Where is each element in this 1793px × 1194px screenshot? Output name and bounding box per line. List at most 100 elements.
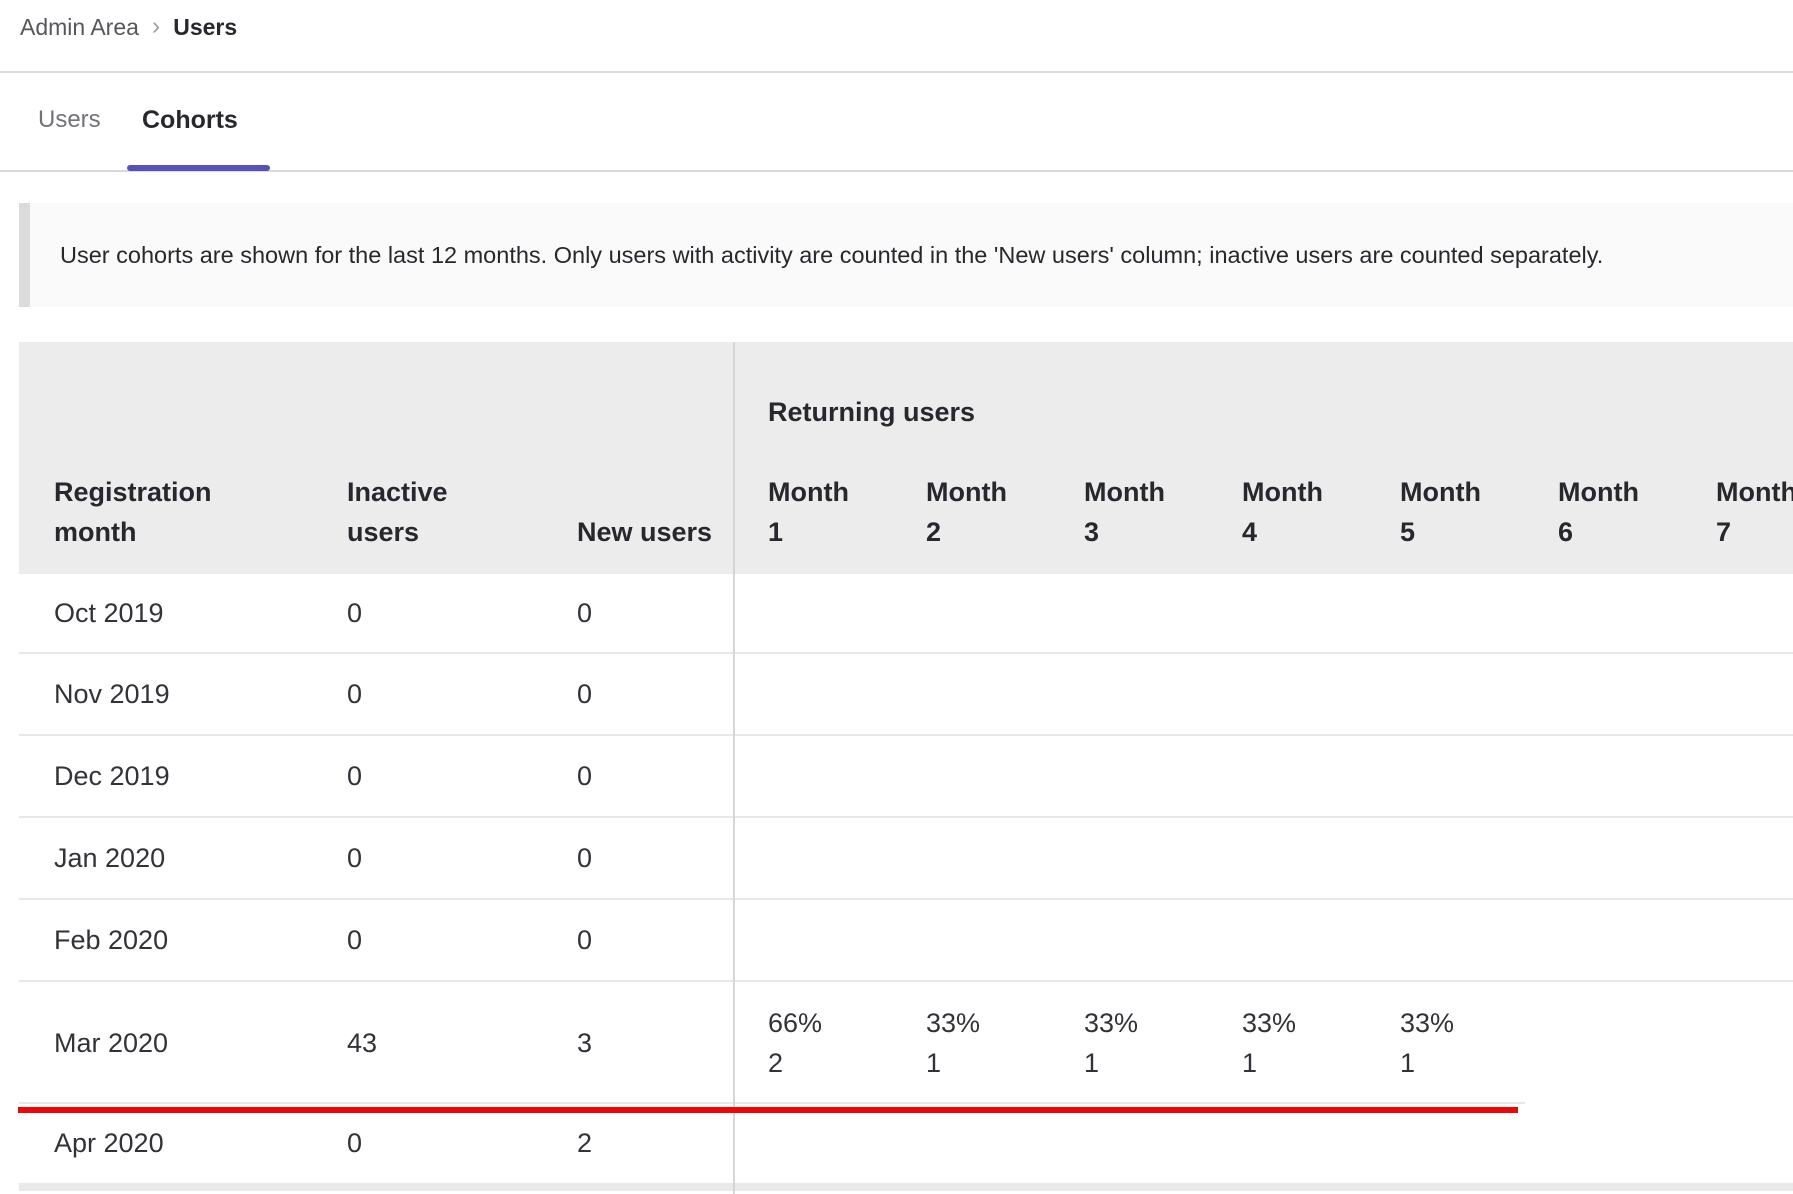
cell-registration-month: Jan 2020	[54, 842, 166, 873]
table-header: Registration month Inactive users New us…	[19, 342, 1793, 574]
cell-inactive-users: 0	[347, 1128, 363, 1158]
returning-count: 2	[768, 1048, 784, 1078]
table-row: Oct 2019 0 0	[19, 574, 1793, 654]
breadcrumb-admin-area[interactable]: Admin Area	[20, 14, 139, 40]
cell-month-2	[892, 574, 1050, 652]
cell-registration-month: Oct 2019	[54, 597, 164, 628]
column-header-month-6-label: Month 6	[1558, 477, 1639, 547]
column-header-new-users: New users	[542, 342, 734, 574]
returning-count: 1	[1242, 1048, 1258, 1078]
table-row: Nov 2019 0 0	[19, 654, 1793, 736]
returning-percentage: 33%	[1242, 1008, 1297, 1038]
cell-month-4	[1208, 818, 1366, 898]
cell-month-5	[1366, 574, 1524, 652]
returning-percentage: 33%	[1084, 1008, 1139, 1038]
cell-month-7	[1682, 574, 1793, 652]
returning-count: 1	[926, 1048, 942, 1078]
column-header-month-1-label: Month 1	[768, 477, 849, 547]
table-row: Dec 2019 0 0	[19, 736, 1793, 818]
cell-month-4	[1208, 736, 1366, 816]
cell-registration-month: Apr 2020	[54, 1128, 164, 1158]
cell-month-6	[1524, 900, 1682, 980]
bottom-row-edge	[19, 1183, 1793, 1191]
cell-month-4: 33% 1	[1208, 982, 1366, 1104]
column-header-month-3-label: Month 3	[1084, 477, 1165, 547]
cohorts-table: Registration month Inactive users New us…	[19, 342, 1793, 1183]
cell-month-5	[1366, 1104, 1524, 1183]
cell-month-3	[1050, 574, 1208, 652]
active-tab-indicator	[127, 165, 270, 171]
column-header-month-2-label: Month 2	[926, 477, 1007, 547]
table-body: Oct 2019 0 0 Nov 2019 0 0 Dec 2019 0 0 Jan 2020 0 0…	[19, 574, 1793, 1183]
column-header-month-2: Month 2	[892, 342, 1050, 574]
cell-month-1	[734, 654, 892, 734]
column-header-month-5: Month 5	[1366, 342, 1524, 574]
cell-month-3	[1050, 900, 1208, 980]
cell-new-users: 2	[577, 1128, 593, 1158]
cell-month-7	[1682, 654, 1793, 734]
breadcrumb: Admin Area › Users	[20, 12, 237, 42]
cell-month-2	[892, 736, 1050, 816]
cell-month-3	[1050, 736, 1208, 816]
cell-month-7	[1682, 1104, 1793, 1183]
cell-month-2	[892, 900, 1050, 980]
cell-new-users: 0	[577, 760, 593, 791]
cell-month-1	[734, 736, 892, 816]
cell-month-7	[1682, 900, 1793, 980]
breadcrumb-users[interactable]: Users	[173, 14, 238, 40]
cell-month-2	[892, 1104, 1050, 1183]
column-header-month-4: Month 4	[1208, 342, 1366, 574]
cell-month-3: 33% 1	[1050, 982, 1208, 1104]
cell-month-1	[734, 818, 892, 898]
column-header-new-users-label: New users	[577, 517, 713, 547]
table-row: Jan 2020 0 0	[19, 818, 1793, 900]
cell-month-3	[1050, 654, 1208, 734]
cell-month-4	[1208, 574, 1366, 652]
cell-month-7	[1682, 818, 1793, 898]
cell-new-users: 3	[577, 1027, 593, 1058]
cell-registration-month: Mar 2020	[54, 1027, 169, 1058]
tab-users[interactable]: Users	[38, 106, 101, 133]
column-group-divider	[733, 342, 735, 1194]
tab-cohorts[interactable]: Cohorts	[142, 106, 238, 134]
info-banner-text: User cohorts are shown for the last 12 m…	[60, 241, 1604, 268]
info-banner: User cohorts are shown for the last 12 m…	[19, 203, 1793, 307]
returning-percentage: 66%	[768, 1008, 823, 1038]
cell-month-5: 33% 1	[1366, 982, 1524, 1104]
cell-month-1	[734, 1104, 892, 1183]
cell-inactive-users: 0	[347, 678, 363, 709]
cell-month-1: 66% 2	[734, 982, 892, 1104]
cell-month-5	[1366, 900, 1524, 980]
cell-new-users: 0	[577, 842, 593, 873]
row-border-partial	[19, 1102, 1525, 1104]
column-header-inactive-users-label: Inactive users	[347, 477, 448, 547]
cell-new-users: 0	[577, 924, 593, 955]
cell-month-2	[892, 654, 1050, 734]
column-header-month-5-label: Month 5	[1400, 477, 1481, 547]
returning-count: 1	[1084, 1048, 1100, 1078]
cell-month-6	[1524, 1104, 1682, 1183]
returning-percentage: 33%	[1400, 1008, 1455, 1038]
column-header-registration-month: Registration month	[19, 342, 312, 574]
column-header-month-7: Month 7	[1682, 342, 1793, 574]
cell-month-2: 33% 1	[892, 982, 1050, 1104]
cell-new-users: 0	[577, 678, 593, 709]
column-header-month-4-label: Month 4	[1242, 477, 1323, 547]
column-header-month-7-label: Month 7	[1716, 477, 1793, 547]
returning-percentage: 33%	[926, 1008, 981, 1038]
cell-registration-month: Dec 2019	[54, 760, 170, 791]
cell-month-7	[1682, 736, 1793, 816]
cell-month-6	[1524, 818, 1682, 898]
cell-new-users: 0	[577, 597, 593, 628]
returning-count: 1	[1400, 1048, 1416, 1078]
cell-month-1	[734, 574, 892, 652]
column-header-month-1: Month 1	[734, 342, 892, 574]
tab-bar-divider	[0, 170, 1793, 172]
column-header-month-3: Month 3	[1050, 342, 1208, 574]
cell-month-6	[1524, 654, 1682, 734]
cell-month-6	[1524, 574, 1682, 652]
cell-inactive-users: 0	[347, 842, 363, 873]
table-row: Apr 2020 0 2	[19, 1104, 1793, 1183]
cell-month-7	[1682, 982, 1793, 1104]
cell-month-5	[1366, 654, 1524, 734]
